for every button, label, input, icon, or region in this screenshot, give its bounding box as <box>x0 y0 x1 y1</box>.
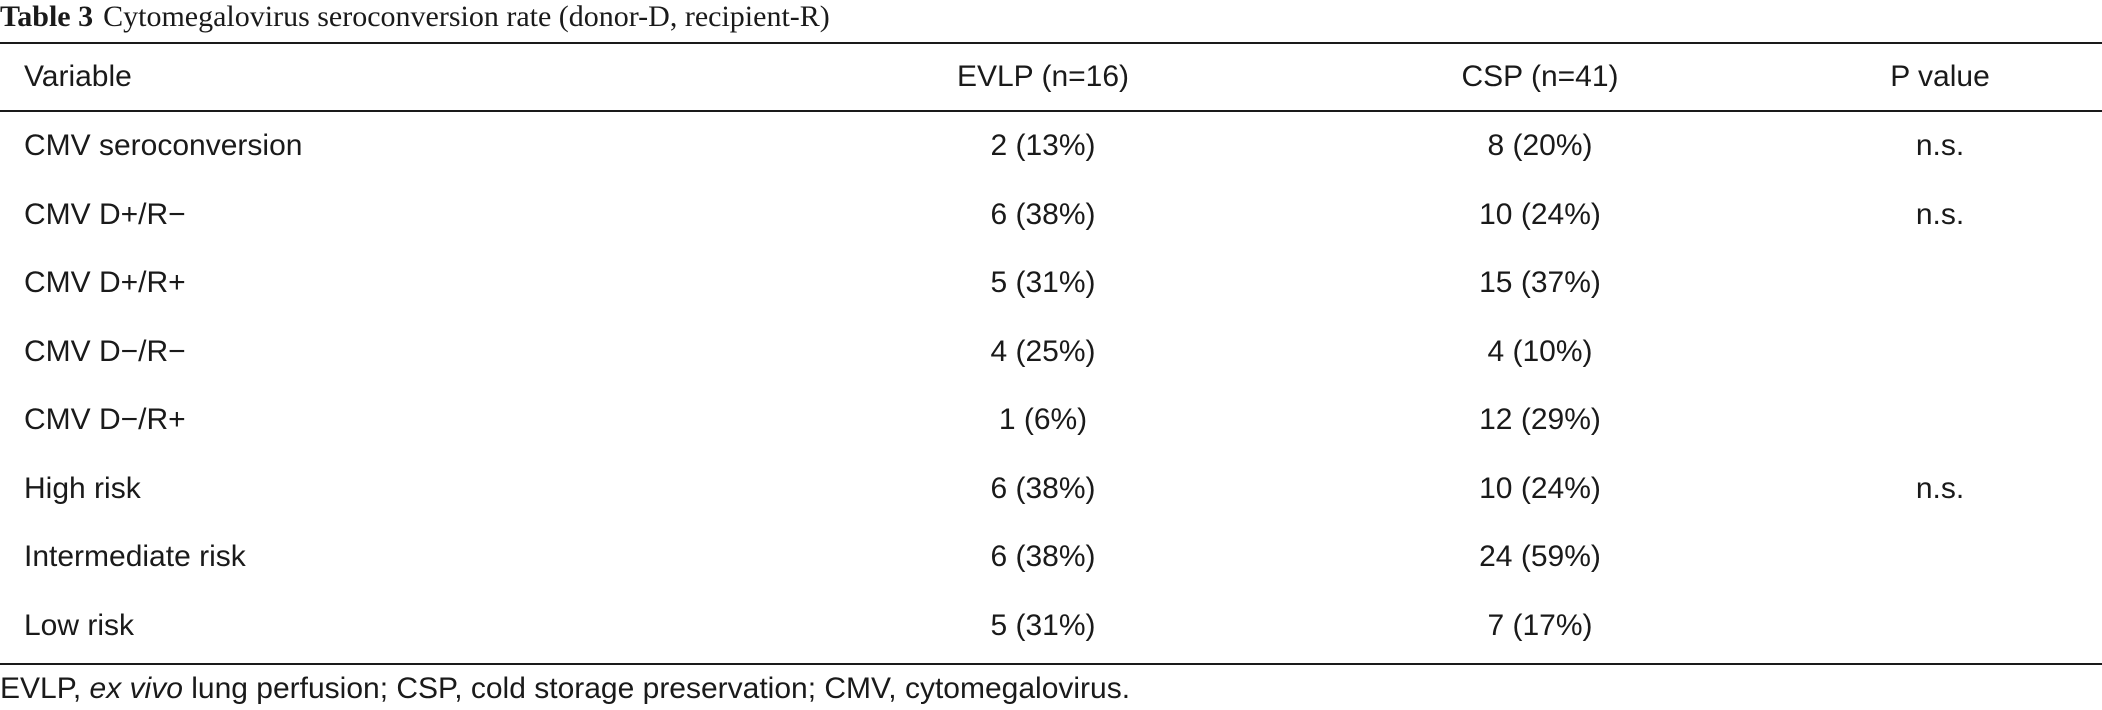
cell-evlp: 5 (31%) <box>990 266 1096 299</box>
cell-csp: 24 (59%) <box>1479 540 1601 573</box>
table-bottom-rule <box>0 663 2102 665</box>
cell-evlp: 6 (38%) <box>990 471 1096 505</box>
cell-csp: 4 (10%) <box>1487 334 1593 368</box>
table-row: CMV D+/R− 6 (38%) 10 (24%) n.s. <box>0 181 2102 250</box>
table-top-rule <box>0 42 2102 44</box>
table-body: CMV seroconversion 2 (13%) 8 (20%) n.s. … <box>0 112 2102 660</box>
cell-variable: High risk <box>24 471 141 505</box>
table-footnote: EVLP, ex vivo lung perfusion; CSP, cold … <box>0 668 1130 710</box>
cell-variable: Intermediate risk <box>24 540 246 573</box>
footnote-italic: ex vivo <box>89 672 183 705</box>
table-row: High risk 6 (38%) 10 (24%) n.s. <box>0 455 2102 524</box>
cell-p-value: n.s. <box>1915 197 1965 231</box>
cell-csp: 12 (29%) <box>1479 403 1601 436</box>
cell-variable: CMV D−/R− <box>24 334 186 368</box>
table-row: CMV D−/R+ 1 (6%) 12 (29%) <box>0 386 2102 455</box>
cell-variable: Low risk <box>24 608 135 642</box>
header-variable: Variable <box>24 60 132 93</box>
cell-csp: 7 (17%) <box>1487 608 1593 642</box>
cell-csp: 8 (20%) <box>1487 129 1593 162</box>
cell-p-value: n.s. <box>1915 471 1965 505</box>
cell-p-value <box>1790 249 2090 318</box>
cell-p-value <box>1790 523 2090 592</box>
header-p-value: P value <box>1890 60 1990 93</box>
cell-csp: 10 (24%) <box>1479 197 1601 231</box>
footnote-suffix: lung perfusion; CSP, cold storage preser… <box>182 672 1131 705</box>
footnote-prefix: EVLP, <box>0 672 90 705</box>
table-row: Intermediate risk 6 (38%) 24 (59%) <box>0 523 2102 592</box>
cell-evlp: 6 (38%) <box>990 540 1096 573</box>
table-row: CMV D+/R+ 5 (31%) 15 (37%) <box>0 249 2102 318</box>
cell-csp: 15 (37%) <box>1479 266 1601 299</box>
cell-p-value <box>1790 318 2090 387</box>
table-header-rule <box>0 110 2102 112</box>
cell-evlp: 6 (38%) <box>990 197 1096 231</box>
table-caption-text: Cytomegalovirus seroconversion rate (don… <box>103 0 830 33</box>
cell-variable: CMV D+/R+ <box>24 266 186 299</box>
cell-csp: 10 (24%) <box>1479 471 1601 505</box>
cell-variable: CMV D+/R− <box>24 197 186 231</box>
table-row: Low risk 5 (31%) 7 (17%) <box>0 592 2102 661</box>
cell-p-value: n.s. <box>1915 129 1965 162</box>
table-caption: Table 3 Cytomegalovirus seroconversion ra… <box>0 0 830 42</box>
cell-evlp: 2 (13%) <box>990 129 1096 162</box>
cell-p-value <box>1790 592 2090 661</box>
table-caption-label: Table 3 <box>0 0 94 33</box>
cell-evlp: 5 (31%) <box>990 608 1096 642</box>
header-csp: CSP (n=41) <box>1461 60 1619 93</box>
cell-p-value <box>1790 386 2090 455</box>
cell-evlp: 1 (6%) <box>998 403 1088 436</box>
cell-evlp: 4 (25%) <box>990 334 1096 368</box>
cell-variable: CMV D−/R+ <box>24 403 186 436</box>
table-row: CMV seroconversion 2 (13%) 8 (20%) n.s. <box>0 112 2102 181</box>
cell-variable: CMV seroconversion <box>24 129 303 162</box>
table-header-row: Variable EVLP (n=16) CSP (n=41) P value <box>0 44 2102 110</box>
table-row: CMV D−/R− 4 (25%) 4 (10%) <box>0 318 2102 387</box>
header-evlp: EVLP (n=16) <box>956 60 1130 93</box>
